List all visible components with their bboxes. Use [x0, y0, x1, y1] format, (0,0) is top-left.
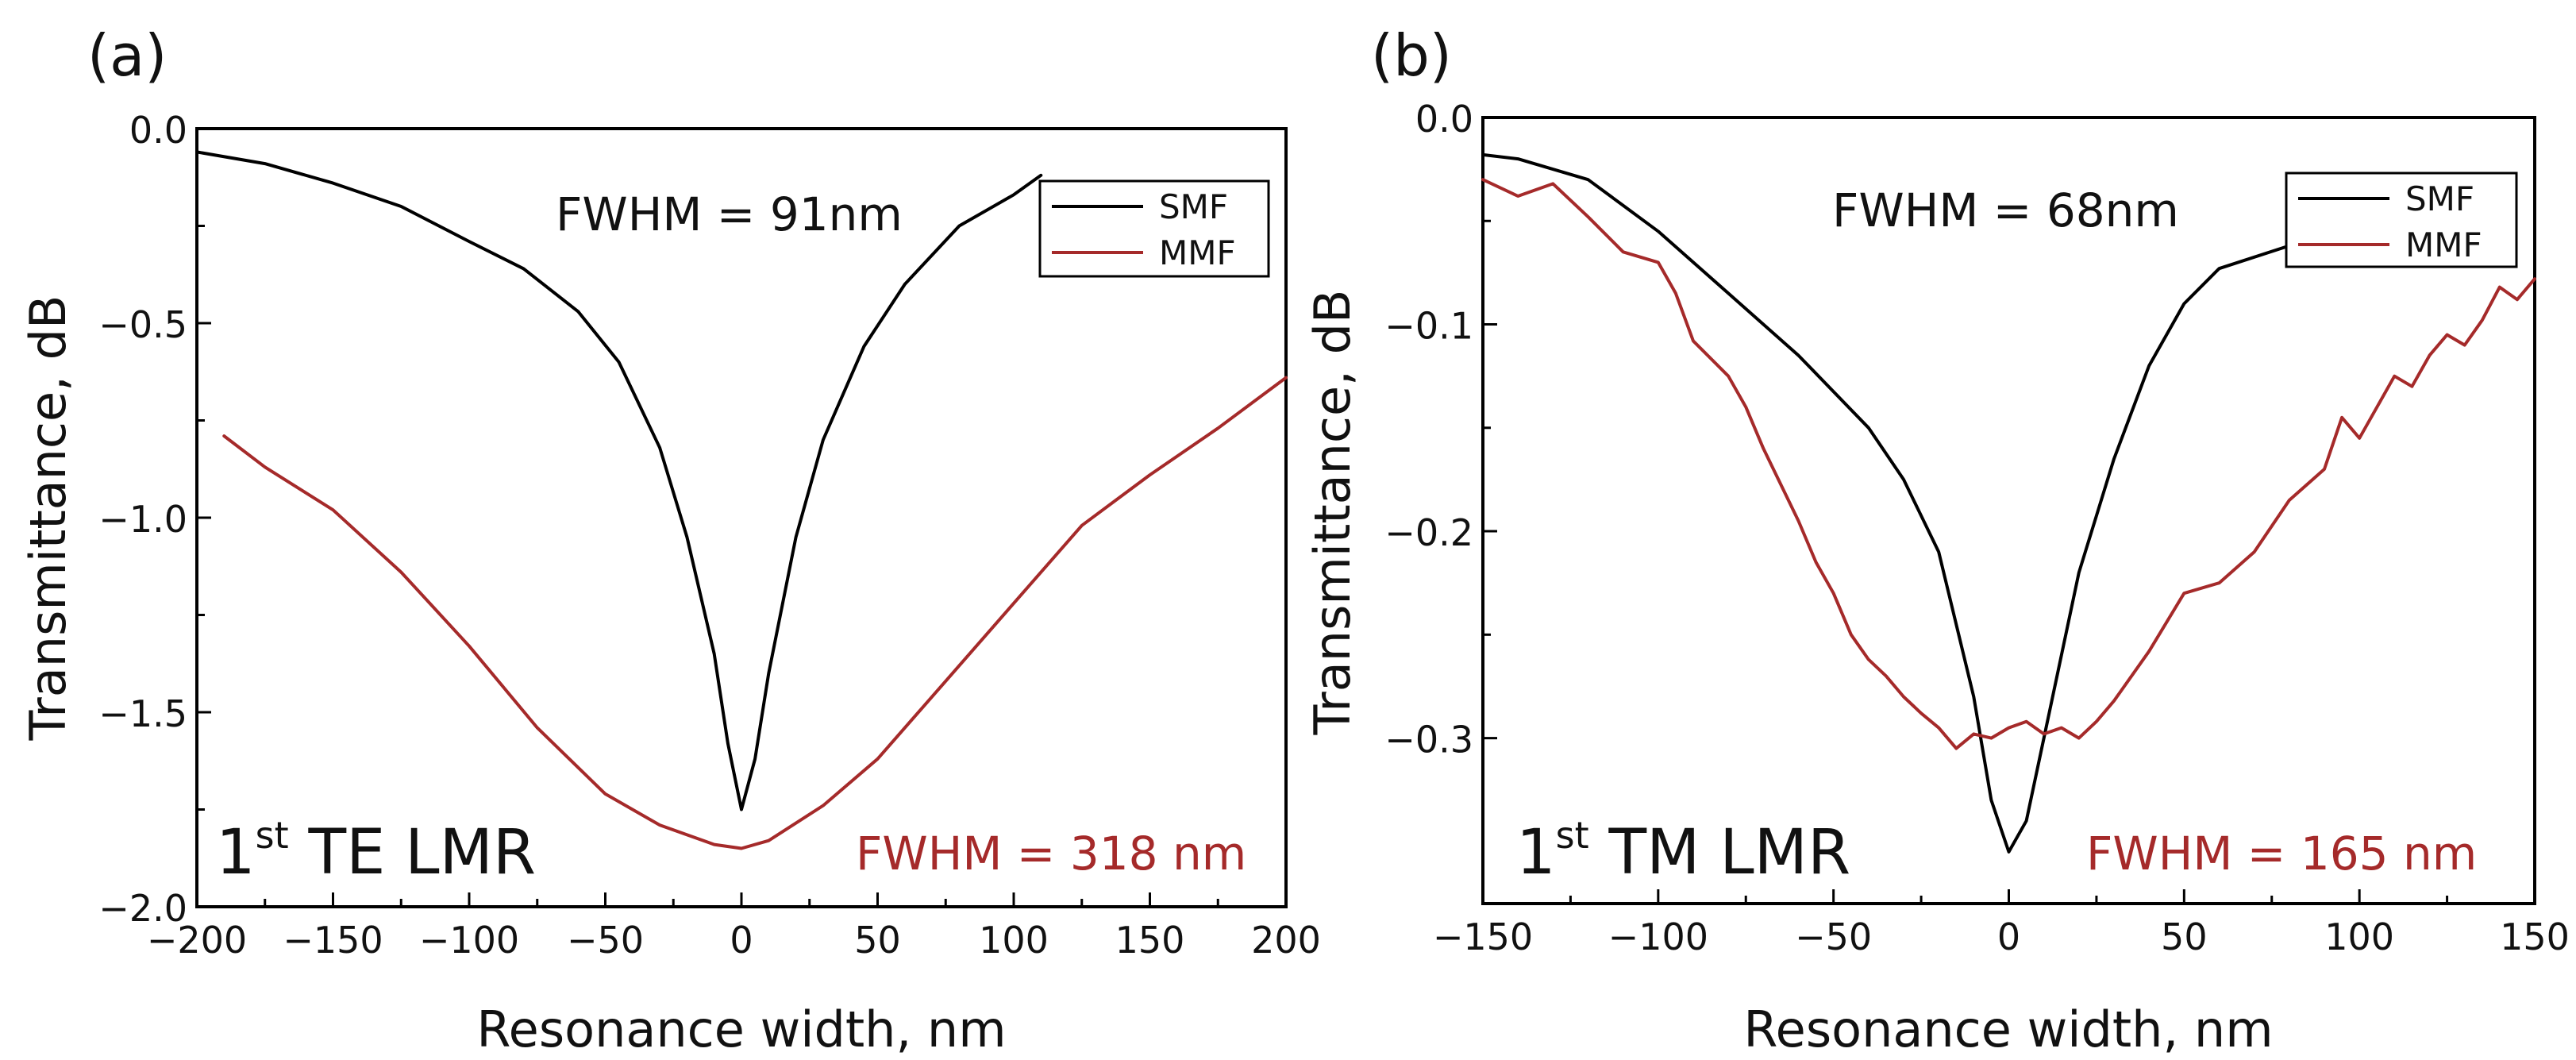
- series-line-mmf: [1481, 178, 2536, 750]
- x-axis: −150 −100 −50 0 50 100 150: [1433, 889, 2570, 958]
- panel-label: (a): [87, 22, 167, 89]
- series-line-smf: [195, 150, 1043, 811]
- chart-panel-b: (b) 0.0 −0.1 −0.2 −0.3 −150 −100 −50 0 50 100 150…: [1303, 22, 2570, 1058]
- x-tick-label: 100: [2324, 915, 2394, 958]
- y-tick-label: −0.2: [1384, 511, 1473, 554]
- x-tick-label: −150: [283, 919, 383, 962]
- y-tick-label: −0.3: [1384, 719, 1473, 761]
- y-axis: 0.0 −0.1 −0.2 −0.3: [1384, 98, 1497, 761]
- legend-box: [2285, 172, 2518, 268]
- x-tick-label: −100: [419, 919, 519, 962]
- mode-label-rest: TM LMR: [1589, 817, 1850, 888]
- y-tick-label: −2.0: [98, 887, 187, 930]
- y-axis: 0.0 −0.5 −1.0 −1.5 −2.0: [98, 109, 211, 930]
- y-axis-label: Transmittance, dB: [1303, 290, 1361, 736]
- panel-label: (b): [1371, 22, 1452, 89]
- y-tick-label: −1.5: [98, 692, 187, 735]
- mode-label: 1st TE LMR: [216, 814, 536, 888]
- x-tick-label: −150: [1433, 915, 1533, 958]
- legend: SMF MMF: [2285, 172, 2518, 268]
- y-tick-label: 0.0: [1415, 98, 1473, 141]
- x-tick-label: −200: [147, 919, 247, 962]
- y-tick-label: −0.1: [1384, 305, 1473, 348]
- series-line-smf: [1481, 152, 2362, 854]
- mode-label-prefix: 1: [216, 817, 256, 888]
- legend-label-mmf: MMF: [1159, 233, 1236, 272]
- legend-box: [1038, 179, 1270, 278]
- mode-label-rest: TE LMR: [289, 817, 536, 888]
- y-tick-label: −0.5: [98, 303, 187, 346]
- x-axis-label: Resonance width, nm: [1743, 1000, 2273, 1058]
- fwhm-smf-annotation: FWHM = 91nm: [556, 187, 903, 241]
- mode-label-sup: st: [1556, 814, 1589, 857]
- y-tick-label: 0.0: [129, 109, 187, 152]
- x-tick-label: 150: [1115, 919, 1185, 962]
- mode-label: 1st TM LMR: [1516, 814, 1850, 888]
- fwhm-mmf-annotation: FWHM = 165 nm: [2086, 827, 2477, 881]
- x-tick-label: 200: [1251, 919, 1321, 962]
- x-tick-label: −100: [1608, 915, 1708, 958]
- legend: SMF MMF: [1038, 179, 1270, 278]
- x-axis: −200 −150 −100 −50 0 50 100 150 200: [147, 892, 1321, 962]
- series-group: [1481, 152, 2536, 854]
- mode-label-sup: st: [256, 814, 289, 857]
- x-tick-label: 50: [2161, 915, 2208, 958]
- legend-label-smf: SMF: [1159, 187, 1228, 226]
- y-tick-label: −1.0: [98, 498, 187, 541]
- legend-label-smf: SMF: [2405, 179, 2474, 218]
- series-line-mmf: [222, 376, 1288, 850]
- x-tick-label: 0: [1997, 915, 2020, 958]
- series-group: [195, 150, 1288, 850]
- x-tick-label: 50: [854, 919, 901, 962]
- x-tick-label: 150: [2500, 915, 2570, 958]
- fwhm-smf-annotation: FWHM = 68nm: [1832, 183, 2179, 237]
- x-tick-label: 100: [979, 919, 1049, 962]
- x-tick-label: 0: [730, 919, 753, 962]
- x-axis-label: Resonance width, nm: [476, 1000, 1006, 1058]
- x-tick-label: −50: [567, 919, 644, 962]
- x-tick-label: −50: [1795, 915, 1872, 958]
- chart-panel-a: (a) 0.0 −0.5 −1.0 −1.5 −2.0 −200 −150 −100 −50 0…: [19, 22, 1321, 1058]
- legend-label-mmf: MMF: [2405, 225, 2482, 264]
- fwhm-mmf-annotation: FWHM = 318 nm: [856, 827, 1246, 881]
- mode-label-prefix: 1: [1516, 817, 1556, 888]
- y-axis-label: Transmittance, dB: [19, 295, 77, 742]
